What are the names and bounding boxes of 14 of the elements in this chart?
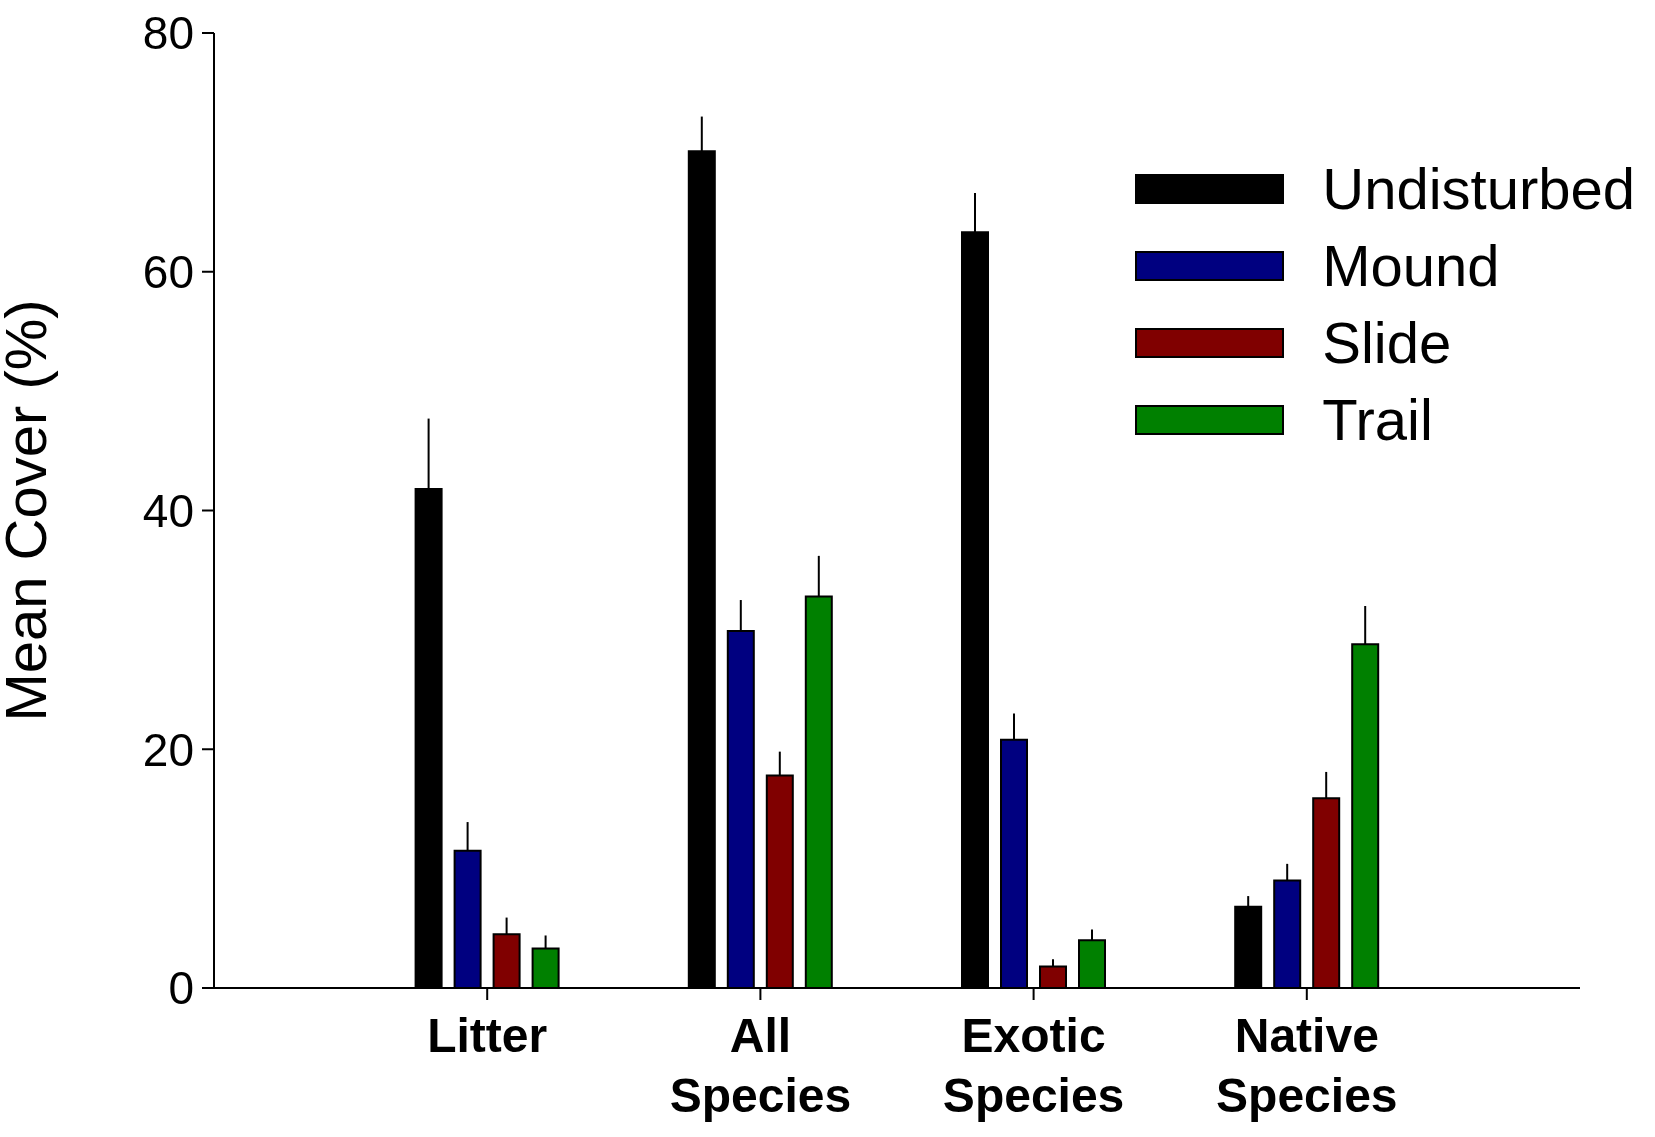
y-tick-label: 40	[142, 484, 194, 537]
y-tick-label: 60	[142, 246, 194, 299]
x-tick-label: Exotic Species	[942, 1009, 1125, 1122]
x-tick-label: Native Species	[1216, 1009, 1398, 1122]
legend-label: Slide	[1322, 309, 1452, 376]
y-tick-label: 80	[142, 7, 194, 60]
y-axis-title: Mean Cover (%)	[0, 299, 58, 722]
y-tick-label: 0	[168, 962, 194, 1015]
x-tick-label: Litter	[427, 1009, 548, 1062]
x-tick-label: All Species	[669, 1009, 852, 1122]
legend-label: Trail	[1322, 386, 1433, 453]
y-tick-label: 20	[142, 723, 194, 776]
legend-label: Mound	[1322, 232, 1500, 299]
legend-label: Undisturbed	[1322, 155, 1635, 222]
